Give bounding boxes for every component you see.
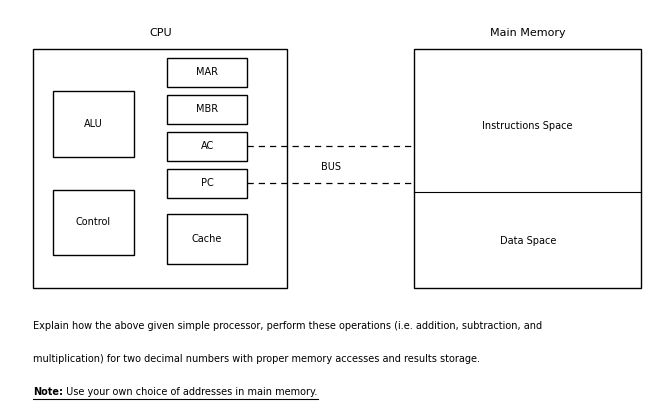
Text: Cache: Cache — [192, 234, 222, 244]
Text: Instructions Space: Instructions Space — [482, 121, 573, 131]
Text: ALU: ALU — [84, 119, 103, 129]
Text: Note:: Note: — [33, 387, 63, 397]
Text: PC: PC — [200, 178, 214, 188]
Text: CPU: CPU — [149, 28, 172, 38]
Bar — [167, 169, 247, 198]
Text: Data Space: Data Space — [500, 236, 556, 246]
Text: Explain how the above given simple processor, perform these operations (i.e. add: Explain how the above given simple proce… — [33, 321, 542, 331]
Bar — [167, 132, 247, 161]
Text: Control: Control — [76, 218, 111, 227]
Text: MBR: MBR — [196, 104, 218, 114]
Text: BUS: BUS — [321, 162, 341, 172]
Bar — [167, 214, 247, 264]
Bar — [53, 91, 134, 157]
Text: MAR: MAR — [196, 67, 218, 77]
Bar — [414, 49, 641, 288]
Bar — [53, 190, 134, 255]
Bar — [167, 58, 247, 87]
Text: Main Memory: Main Memory — [490, 28, 566, 38]
Text: AC: AC — [200, 141, 214, 151]
Text: multiplication) for two decimal numbers with proper memory accesses and results : multiplication) for two decimal numbers … — [33, 354, 480, 364]
Text: Use your own choice of addresses in main memory.: Use your own choice of addresses in main… — [63, 387, 318, 397]
Bar — [33, 49, 287, 288]
Bar — [167, 95, 247, 124]
